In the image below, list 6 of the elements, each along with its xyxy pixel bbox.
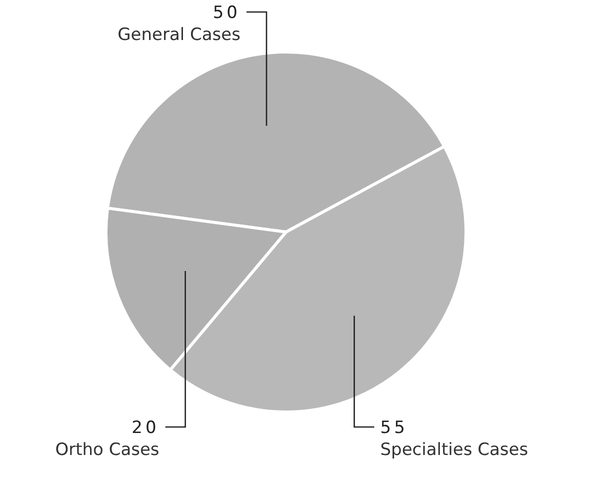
data-label: 20 [132,418,160,438]
slice-label: General Cases [118,25,241,45]
slice-label: Ortho Cases [55,440,160,460]
data-label: 50 [212,3,241,23]
data-label: 55 [380,418,408,438]
slice-label: Specialties Cases [380,440,528,460]
